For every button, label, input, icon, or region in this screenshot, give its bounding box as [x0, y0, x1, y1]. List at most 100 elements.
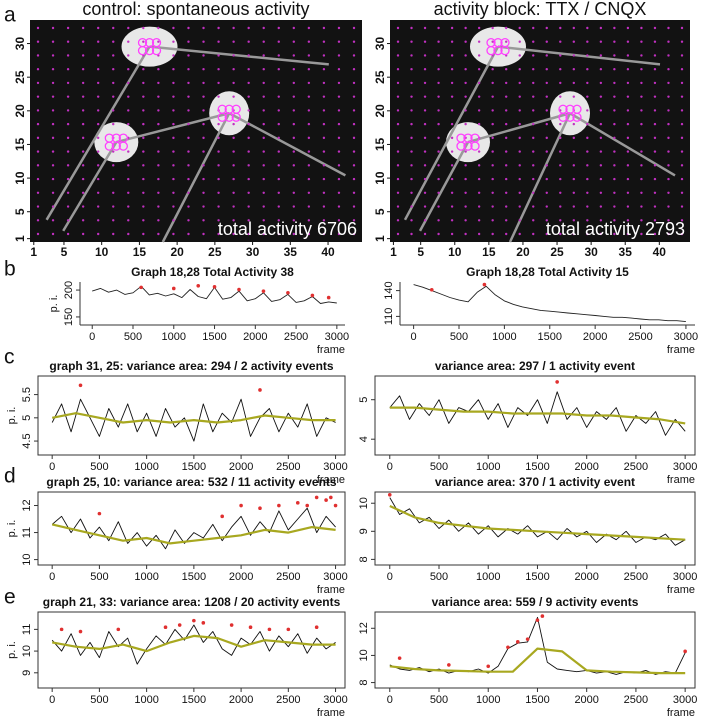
- grid-dot: [626, 164, 630, 167]
- grid-dot: [232, 40, 235, 43]
- grid-dot: [322, 122, 326, 126]
- grid-dot: [545, 40, 548, 43]
- grid-dot: [217, 191, 220, 194]
- grid-dot: [232, 68, 235, 71]
- x-tick-label: 1500: [182, 694, 206, 706]
- grid-dot: [423, 177, 427, 181]
- grid-dot: [51, 122, 55, 126]
- grid-dot: [450, 109, 454, 112]
- x-tick-label: 1000: [476, 694, 500, 706]
- grid-dot: [127, 26, 130, 30]
- activity-ring: [486, 45, 496, 56]
- grid-dot: [352, 219, 356, 222]
- grid-dot: [51, 81, 55, 85]
- activity-event: [212, 285, 217, 289]
- grid-dot: [410, 122, 413, 126]
- grid-dot: [518, 40, 521, 43]
- grid-dot: [640, 109, 643, 112]
- grid-dot: [142, 95, 145, 98]
- grid-dot: [613, 191, 616, 194]
- x-tick-label: 10: [448, 245, 462, 259]
- grid-dot: [572, 136, 576, 140]
- grid-dot: [477, 40, 481, 43]
- grid-dot: [127, 81, 130, 85]
- grid-dot: [292, 219, 296, 222]
- grid-dot: [81, 219, 85, 222]
- grid-dot: [307, 68, 311, 71]
- grid-dot: [352, 95, 356, 98]
- y-tick-label: 5: [373, 208, 387, 215]
- grid-dot: [437, 54, 440, 57]
- grid-dot: [572, 81, 576, 85]
- grid-dot: [277, 150, 280, 153]
- grid-dot: [410, 95, 413, 98]
- activity-ring: [151, 45, 162, 56]
- grid-dot: [667, 95, 670, 98]
- grid-dot: [437, 40, 440, 43]
- grid-dot: [437, 109, 440, 112]
- grid-dot: [491, 68, 494, 71]
- grid-dot: [464, 219, 467, 222]
- grid-dot: [66, 136, 70, 140]
- activity-event: [447, 663, 451, 667]
- grid-dot: [127, 219, 130, 222]
- grid-dot: [572, 219, 576, 222]
- x-axis-label: frame: [667, 344, 695, 356]
- activity-ring: [111, 141, 121, 151]
- x-tick-label: 3000: [673, 461, 697, 473]
- y-tick-label: 5: [21, 415, 33, 421]
- grid-dot: [157, 109, 160, 112]
- grid-dot: [680, 232, 684, 236]
- grid-dot: [202, 40, 205, 43]
- grid-dot: [36, 191, 40, 194]
- grid-dot: [545, 95, 548, 98]
- x-tick-label: 1000: [162, 331, 186, 343]
- y-tick-label: 1: [13, 235, 27, 242]
- grid-dot: [307, 177, 311, 181]
- grid-dot: [653, 40, 657, 43]
- grid-dot: [599, 205, 603, 208]
- grid-dot: [247, 54, 250, 57]
- grid-dot: [307, 81, 311, 85]
- activity-event: [116, 627, 121, 632]
- grid-dot: [142, 191, 145, 194]
- grid-dot: [81, 95, 85, 98]
- activity-event: [515, 640, 520, 644]
- grid-dot: [613, 205, 616, 208]
- grid-dot: [518, 81, 521, 85]
- y-tick-label: 4: [358, 436, 370, 442]
- grid-dot: [464, 177, 467, 181]
- grid-dot: [423, 191, 427, 194]
- grid-dot: [450, 81, 454, 85]
- grid-dot: [518, 205, 521, 208]
- grid-dot: [127, 68, 130, 71]
- grid-dot: [81, 177, 85, 181]
- neurite: [45, 46, 151, 221]
- activity-event: [540, 614, 545, 618]
- grid-dot: [559, 219, 562, 222]
- grid-dot: [640, 54, 643, 57]
- grid-dot: [127, 122, 130, 126]
- grid-dot: [653, 177, 657, 181]
- grid-dot: [277, 109, 280, 112]
- grid-dot: [410, 81, 413, 85]
- grid-dot: [51, 26, 55, 30]
- grid-dot: [81, 109, 85, 112]
- grid-dot: [262, 164, 265, 167]
- grid-dot: [545, 26, 548, 30]
- panel-letter: a: [4, 4, 16, 27]
- grid-dot: [532, 219, 535, 222]
- grid-dot: [172, 95, 175, 98]
- grid-dot: [232, 26, 235, 30]
- x-axis-label: frame: [667, 707, 695, 716]
- x-tick-label: 500: [430, 694, 448, 706]
- grid-dot: [423, 122, 427, 126]
- x-tick-label: 0: [49, 694, 55, 706]
- grid-dot: [157, 164, 160, 167]
- grid-dot: [51, 54, 55, 57]
- grid-dot: [36, 219, 40, 222]
- grid-dot: [172, 191, 175, 194]
- grid-dot: [586, 81, 589, 85]
- grid-dot: [518, 54, 521, 57]
- grid-dot: [599, 122, 603, 126]
